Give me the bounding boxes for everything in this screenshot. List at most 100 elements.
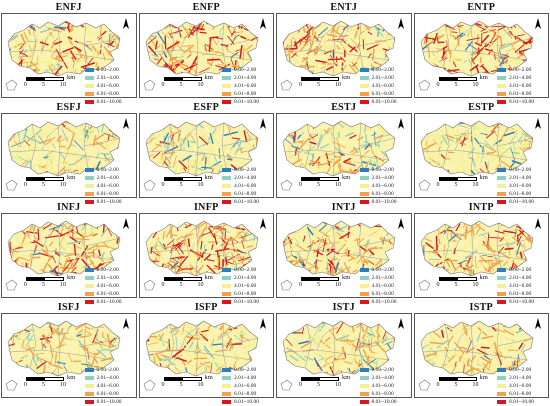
road-segment: [420, 163, 429, 171]
legend-item: 2.01~4.00: [222, 174, 270, 182]
scale-tick: 10: [335, 82, 341, 88]
road-segment: [259, 58, 269, 66]
legend-item: 2.01~4.00: [85, 74, 133, 82]
panel-title: INFP: [138, 202, 276, 213]
road-segment: [162, 22, 167, 23]
road-segment: [244, 20, 257, 21]
road-segment: [313, 23, 314, 35]
road-segment: [26, 372, 35, 375]
road-segment: [29, 169, 32, 172]
road-segment: [394, 39, 398, 50]
scale-bar-graphic: [164, 377, 202, 381]
panel-title: ENTP: [413, 2, 550, 13]
legend-item: 0.00~2.00: [222, 266, 270, 274]
road-segment: [393, 154, 394, 165]
road-segment: [419, 324, 424, 326]
legend-swatch: [360, 368, 369, 372]
road-segment: [529, 261, 540, 262]
road-segment: [296, 168, 300, 171]
road-segment: [111, 228, 115, 230]
north-arrow-icon: [121, 117, 131, 131]
road-segment: [292, 220, 298, 222]
road-segment: [436, 220, 437, 224]
north-arrow-icon: [121, 317, 131, 331]
road-segment: [280, 261, 286, 264]
north-arrow-icon: [258, 217, 268, 231]
legend-swatch: [360, 68, 369, 72]
scale-tick: 5: [180, 82, 183, 88]
road-segment: [146, 330, 149, 337]
road-segment: [325, 40, 326, 49]
island: [281, 80, 292, 90]
road-segment: [451, 32, 457, 33]
road-segment: [385, 324, 394, 326]
legend-label: 4.01~6.00: [509, 82, 531, 90]
scale-bar-graphic: [301, 377, 339, 381]
legend-swatch: [497, 368, 506, 372]
road-segment: [258, 60, 266, 63]
legend-label: 6.01~8.00: [234, 290, 256, 298]
road-segment: [313, 223, 317, 224]
road-segment: [111, 323, 114, 331]
legend-item: 2.01~4.00: [222, 374, 270, 382]
road-segment: [158, 327, 162, 329]
legend-swatch: [360, 168, 369, 172]
road-segment: [44, 157, 48, 158]
legend-label: 0.00~2.00: [509, 266, 531, 274]
road-segment: [162, 70, 167, 74]
road-segment: [18, 234, 22, 235]
legend-label: 2.01~4.00: [372, 74, 394, 82]
road-segment: [432, 269, 436, 273]
road-segment: [390, 332, 394, 334]
legend-item: 0.00~2.00: [360, 66, 408, 74]
road-segment: [487, 153, 494, 154]
legend-swatch: [222, 92, 231, 96]
legend-item: 6.01~8.00: [222, 290, 270, 298]
road-segment: [258, 44, 266, 46]
road-segment: [140, 368, 152, 374]
legend-label: 6.01~8.00: [234, 190, 256, 198]
road-segment: [213, 344, 222, 345]
road-segment: [286, 274, 293, 281]
road-segment: [486, 21, 494, 22]
road-segment: [358, 320, 370, 323]
legend-label: 4.01~6.00: [372, 282, 394, 290]
scale-unit: km: [67, 374, 75, 381]
road-segment: [380, 223, 390, 224]
road-segment: [531, 354, 534, 364]
road-segment: [235, 324, 239, 326]
road-segment: [34, 225, 35, 230]
road-segment: [5, 175, 9, 182]
panel-title: ENTJ: [275, 2, 413, 13]
road-segment: [285, 166, 288, 171]
legend-item: 4.01~6.00: [360, 182, 408, 190]
legend-swatch: [85, 284, 94, 288]
road-segment: [37, 355, 38, 361]
island: [419, 80, 430, 90]
road-segment: [15, 170, 24, 173]
legend-item: 6.01~8.00: [85, 90, 133, 98]
legend-item: 2.01~4.00: [497, 374, 545, 382]
scale-tick: 5: [42, 182, 45, 188]
legend-label: 6.01~8.00: [372, 290, 394, 298]
road-segment: [140, 52, 147, 60]
road-segment: [200, 32, 206, 33]
scale-bar-graphic: [439, 277, 477, 281]
legend-item: 4.01~6.00: [85, 382, 133, 390]
legend-label: 0.00~2.00: [372, 366, 394, 374]
road-segment: [419, 268, 423, 273]
scale-unit: km: [480, 374, 488, 381]
legend-item: 0.00~2.00: [85, 166, 133, 174]
legend-swatch: [497, 176, 506, 180]
